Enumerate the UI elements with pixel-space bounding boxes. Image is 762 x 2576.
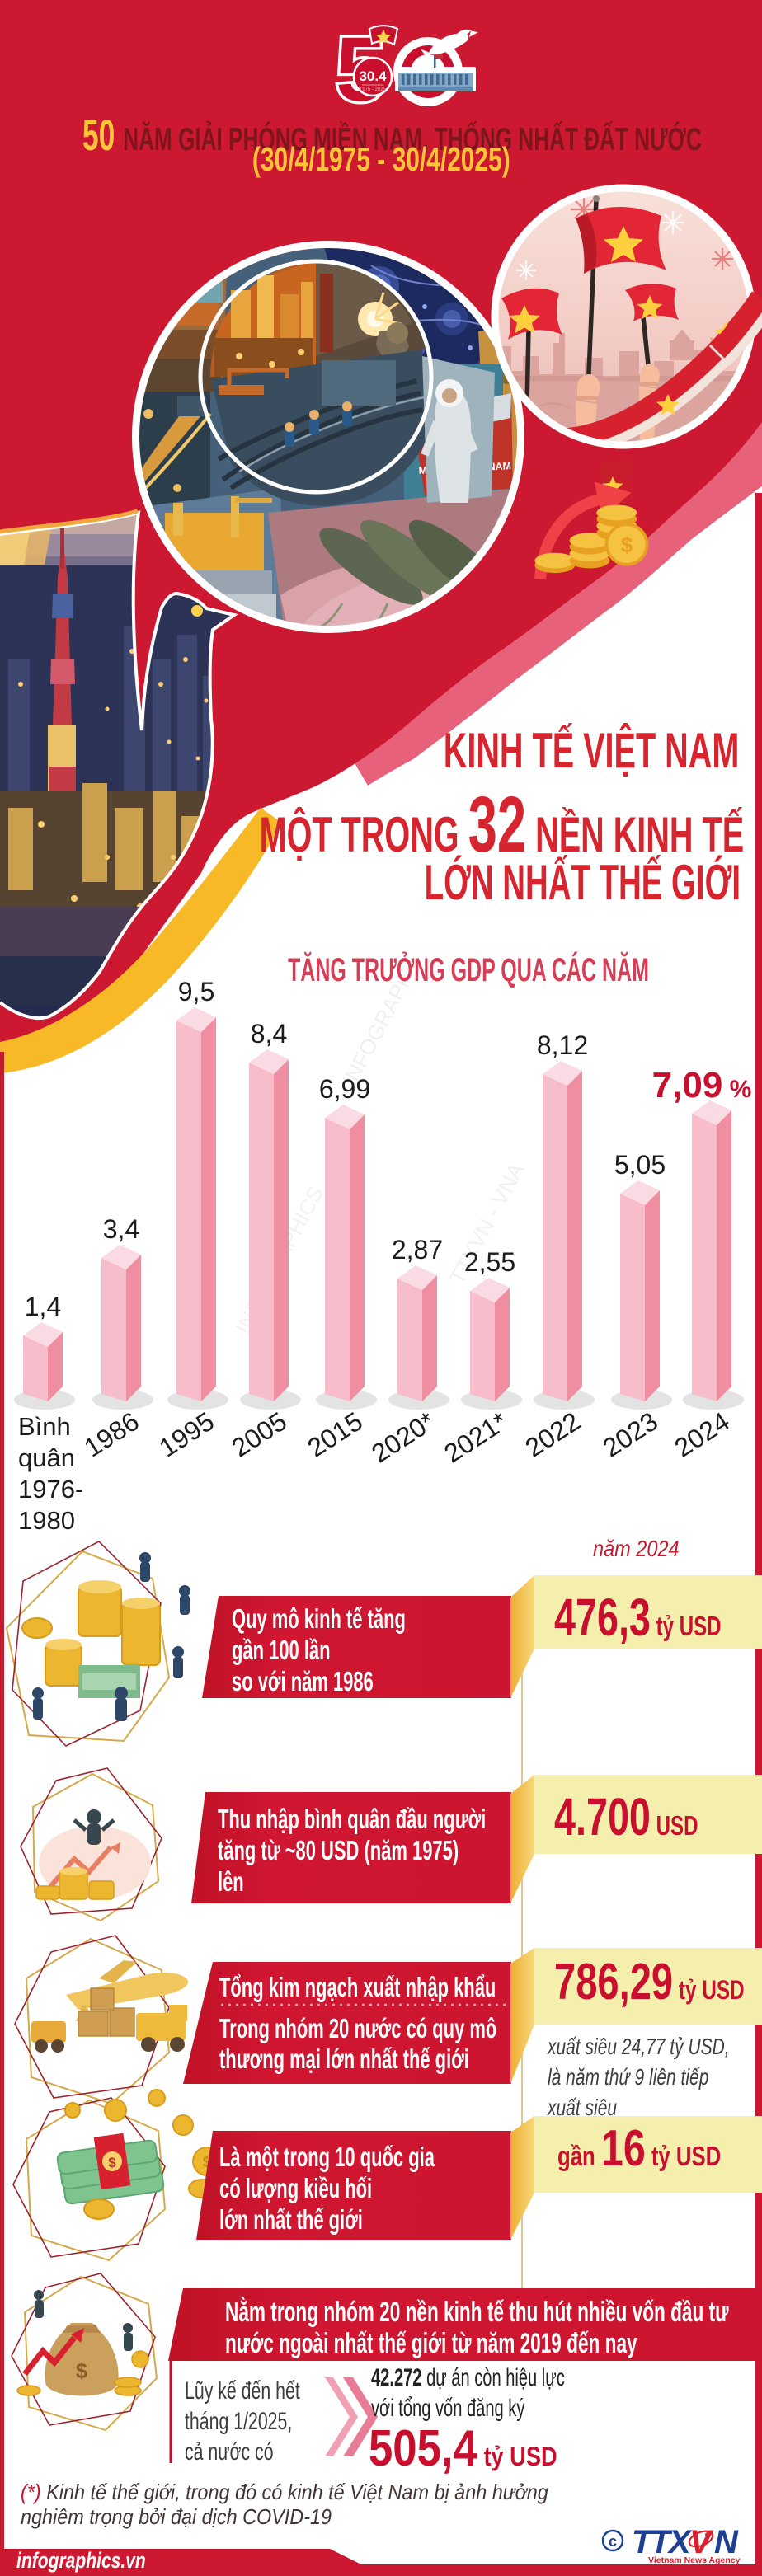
svg-text:7,09 %: 7,09 %: [652, 1065, 752, 1105]
svg-text:8,12: 8,12: [537, 1030, 588, 1060]
svg-text:Vietnam News Agency: Vietnam News Agency: [648, 2555, 741, 2564]
svg-text:8,4: 8,4: [251, 1019, 287, 1049]
svg-text:9,5: 9,5: [178, 981, 214, 1006]
svg-text:TTX: TTX: [632, 2524, 693, 2560]
svg-text:5,05: 5,05: [614, 1150, 666, 1180]
svg-text:V: V: [689, 2524, 714, 2560]
svg-text:2021*: 2021*: [439, 1406, 513, 1469]
svg-text:2024: 2024: [670, 1406, 735, 1463]
svg-text:c: c: [609, 2533, 617, 2550]
svg-text:2020*: 2020*: [366, 1406, 440, 1469]
svg-text:3,4: 3,4: [103, 1214, 139, 1244]
svg-text:N: N: [714, 2524, 739, 2560]
svg-text:2015: 2015: [303, 1406, 368, 1463]
svg-text:$: $: [203, 2154, 212, 2171]
svg-text:1,4: 1,4: [25, 1292, 61, 1321]
svg-text:$: $: [76, 2358, 88, 2383]
svg-text:2,55: 2,55: [464, 1247, 515, 1277]
svg-text:2022: 2022: [520, 1406, 586, 1463]
svg-text:2023: 2023: [598, 1406, 663, 1463]
svg-text:$: $: [108, 2155, 116, 2170]
svg-text:2,87: 2,87: [392, 1235, 443, 1265]
svg-text:1986: 1986: [79, 1406, 144, 1463]
svg-text:2005: 2005: [227, 1406, 292, 1463]
svg-text:$: $: [621, 533, 633, 557]
svg-text:1995: 1995: [154, 1406, 219, 1463]
svg-text:6,99: 6,99: [319, 1074, 370, 1104]
svg-text:30.4: 30.4: [359, 68, 387, 84]
svg-text:1975 - 2025: 1975 - 2025: [360, 87, 387, 92]
